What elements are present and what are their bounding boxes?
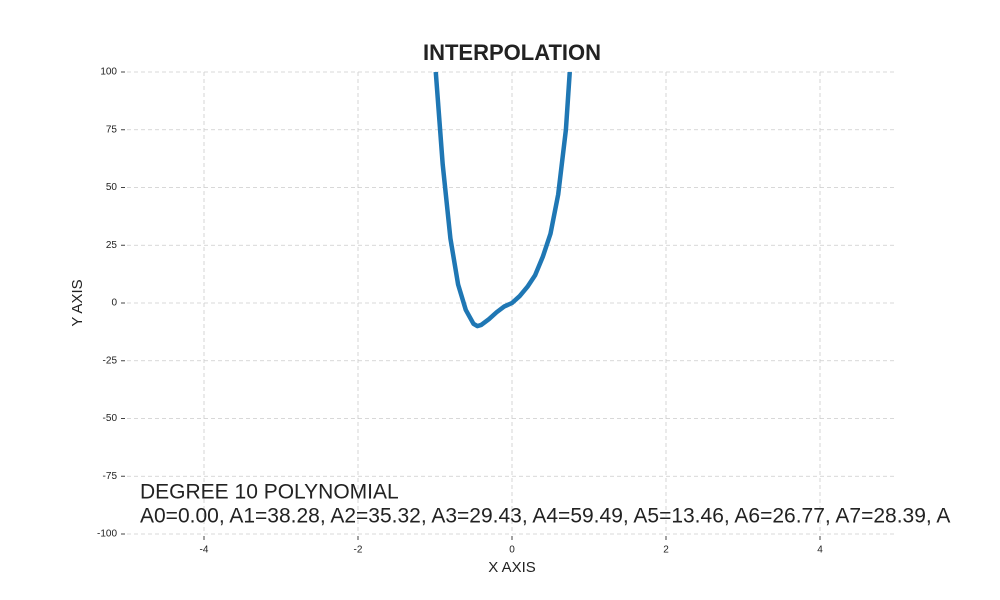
x-axis-label: X AXIS bbox=[488, 559, 536, 576]
y-tick-label: -100 bbox=[97, 529, 117, 540]
x-tick-label: 4 bbox=[817, 545, 823, 556]
x-tick-label: 2 bbox=[663, 545, 669, 556]
y-axis-label: Y AXIS bbox=[69, 279, 86, 326]
y-tick-label: -25 bbox=[103, 355, 118, 366]
annotation: DEGREE 10 POLYNOMIAL bbox=[140, 481, 399, 504]
x-tick-label: 0 bbox=[509, 545, 515, 556]
y-tick-label: -50 bbox=[103, 413, 118, 424]
x-tick-label: -2 bbox=[354, 545, 363, 556]
chart-title: INTERPOLATION bbox=[423, 40, 601, 65]
y-tick-label: 100 bbox=[100, 67, 117, 78]
annotation: A0=0.00, A1=38.28, A2=35.32, A3=29.43, A… bbox=[140, 505, 950, 528]
y-tick-label: 50 bbox=[106, 182, 118, 193]
x-tick-label: -4 bbox=[200, 545, 209, 556]
y-tick-label: 25 bbox=[106, 240, 118, 251]
line-series bbox=[433, 72, 572, 329]
y-tick-label: 75 bbox=[106, 124, 118, 135]
y-tick-label: -75 bbox=[103, 471, 118, 482]
y-tick-label: 0 bbox=[111, 298, 117, 309]
